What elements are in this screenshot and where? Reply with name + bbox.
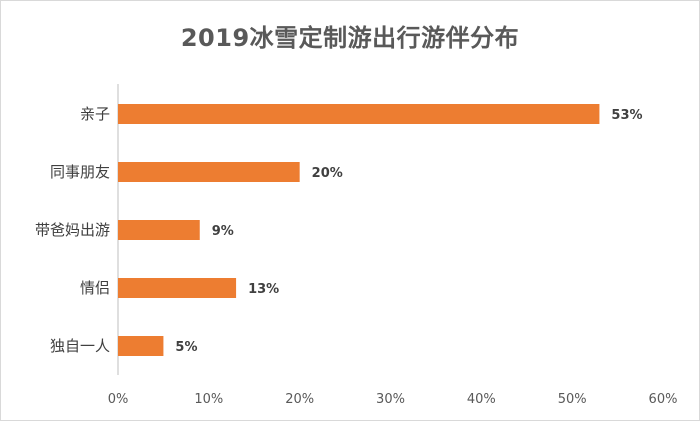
- bar: [118, 278, 237, 298]
- x-tick-label: 0%: [108, 392, 129, 407]
- bar: [118, 104, 600, 124]
- category-label: 同事朋友: [50, 163, 110, 181]
- data-label: 9%: [212, 224, 234, 239]
- bar: [118, 220, 200, 240]
- bar: [118, 162, 300, 182]
- x-tick-label: 40%: [467, 392, 496, 407]
- data-label: 20%: [312, 166, 343, 181]
- data-label: 53%: [611, 108, 642, 123]
- category-label: 带爸妈出游: [35, 221, 110, 239]
- bar: [118, 336, 164, 356]
- x-tick-label: 30%: [376, 392, 405, 407]
- data-label: 13%: [248, 282, 279, 297]
- chart-title: 2019冰雪定制游出行游伴分布: [180, 24, 520, 52]
- data-label: 5%: [175, 340, 197, 355]
- x-tick-label: 50%: [558, 392, 587, 407]
- x-tick-label: 10%: [194, 392, 223, 407]
- category-label: 情侣: [80, 279, 110, 297]
- x-tick-label: 60%: [649, 392, 678, 407]
- category-label: 亲子: [80, 105, 110, 123]
- x-tick-label: 20%: [285, 392, 314, 407]
- category-label: 独自一人: [50, 337, 110, 355]
